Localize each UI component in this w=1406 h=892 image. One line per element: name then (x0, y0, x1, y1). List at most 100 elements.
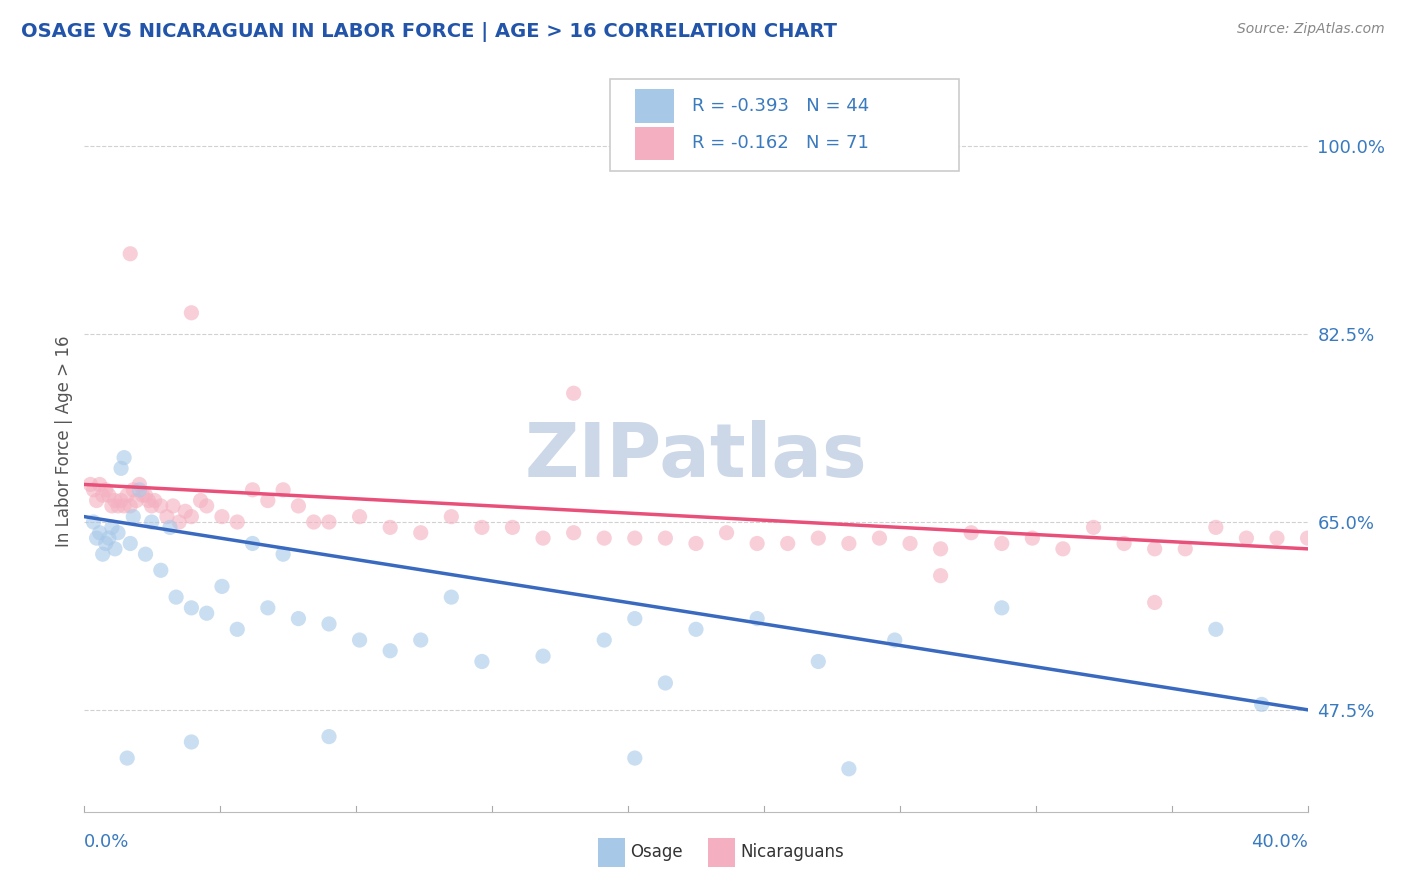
Point (195, 606, 218, 620)
Point (112, 499, 135, 513)
Point (257, 600, 280, 615)
Point (226, 515, 249, 529)
Point (287, 499, 309, 513)
Point (287, 611, 309, 625)
FancyBboxPatch shape (636, 127, 673, 160)
Point (898, 536, 921, 550)
Point (226, 623, 249, 637)
Point (143, 493, 166, 508)
Point (89, 477, 111, 491)
Point (271, 547, 294, 561)
Point (94, 483, 117, 497)
Point (156, 509, 179, 524)
Point (122, 509, 145, 524)
Point (162, 499, 184, 513)
Point (502, 520, 524, 534)
Point (141, 499, 163, 513)
Point (83, 515, 105, 529)
Point (101, 499, 124, 513)
Point (1143, 595, 1166, 609)
Point (716, 525, 738, 540)
Point (1265, 531, 1288, 545)
Point (624, 531, 647, 545)
Point (112, 450, 135, 465)
Point (271, 483, 294, 497)
Point (349, 633, 371, 648)
Point (89, 525, 111, 540)
Point (654, 676, 676, 690)
Point (211, 509, 233, 524)
Point (165, 590, 187, 604)
Point (1174, 541, 1197, 556)
Point (654, 531, 676, 545)
Point (135, 547, 157, 561)
Point (869, 531, 891, 545)
Point (318, 616, 340, 631)
Point (747, 536, 769, 550)
Point (167, 515, 190, 529)
Point (94, 536, 117, 550)
Point (302, 515, 325, 529)
Point (107, 525, 129, 540)
Point (149, 563, 172, 577)
Point (471, 655, 494, 669)
Point (110, 493, 132, 508)
Point (211, 579, 233, 593)
FancyBboxPatch shape (636, 89, 673, 123)
Point (128, 483, 150, 497)
Point (242, 483, 264, 497)
Point (838, 762, 860, 776)
Point (991, 536, 1014, 550)
Point (149, 499, 172, 513)
Point (115, 751, 138, 765)
Point (104, 493, 127, 508)
Point (257, 493, 280, 508)
Text: OSAGE VS NICARAGUAN IN LABOR FORCE | AGE > 16 CORRELATION CHART: OSAGE VS NICARAGUAN IN LABOR FORCE | AGE… (21, 22, 837, 42)
Point (1250, 698, 1272, 712)
Point (1327, 531, 1350, 545)
Point (685, 536, 707, 550)
Point (409, 633, 432, 648)
Point (138, 493, 160, 508)
Point (195, 499, 218, 513)
Point (128, 477, 150, 491)
Point (104, 541, 127, 556)
Text: ZIPatlas: ZIPatlas (524, 420, 868, 493)
Point (141, 515, 163, 529)
Point (960, 525, 983, 540)
Point (929, 541, 952, 556)
Point (318, 730, 340, 744)
Point (349, 509, 371, 524)
Point (1296, 531, 1319, 545)
Point (190, 493, 212, 508)
Text: R = -0.162   N = 71: R = -0.162 N = 71 (692, 134, 869, 153)
Point (1052, 541, 1074, 556)
Point (624, 751, 647, 765)
Point (79, 477, 101, 491)
Point (593, 531, 616, 545)
Point (562, 525, 585, 540)
Point (86, 493, 108, 508)
Point (107, 499, 129, 513)
Point (135, 488, 157, 502)
Y-axis label: In Labor Force | Age > 16: In Labor Force | Age > 16 (55, 335, 73, 548)
Point (318, 515, 340, 529)
Point (97, 531, 120, 545)
Point (929, 568, 952, 582)
Point (531, 531, 554, 545)
Point (83, 483, 105, 497)
Point (131, 488, 153, 502)
Point (409, 525, 432, 540)
Point (1205, 520, 1227, 534)
Point (91, 547, 114, 561)
Point (120, 246, 142, 260)
Point (174, 504, 197, 518)
Point (1143, 541, 1166, 556)
Point (747, 611, 769, 625)
Point (91, 488, 114, 502)
FancyBboxPatch shape (709, 838, 735, 866)
Point (471, 520, 494, 534)
Point (531, 649, 554, 664)
Point (180, 509, 202, 524)
Point (624, 611, 647, 625)
